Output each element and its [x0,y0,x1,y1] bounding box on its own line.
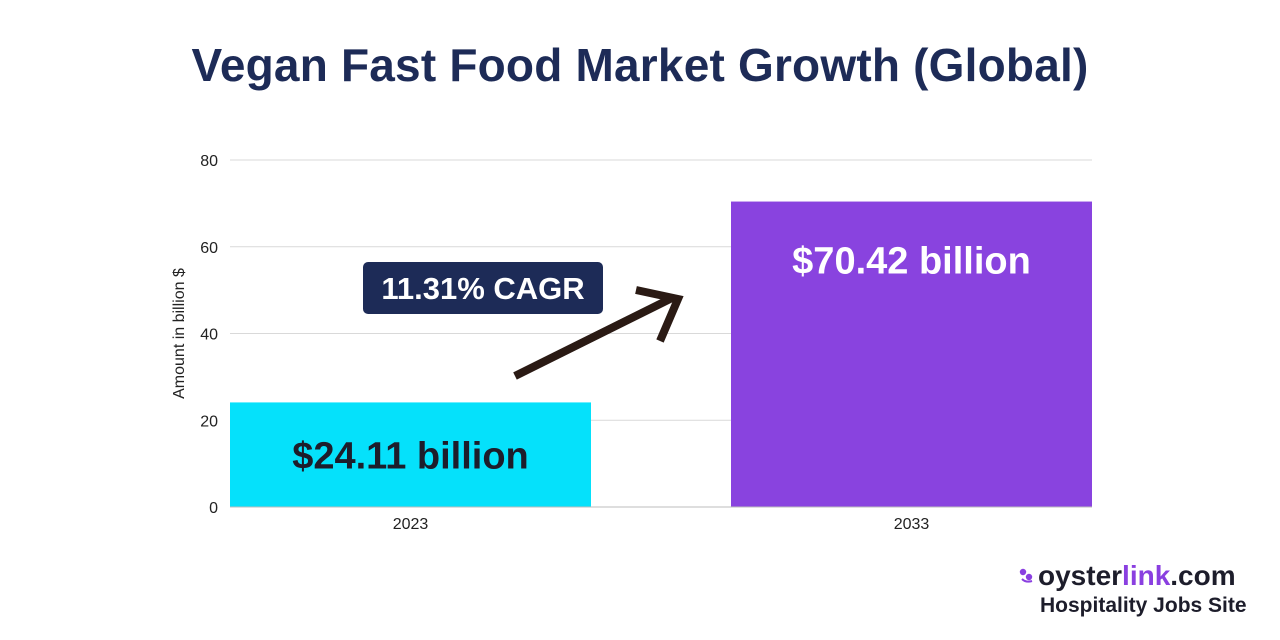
logo-tld: .com [1170,560,1236,591]
y-tick-label: 0 [209,500,218,517]
oysterlink-logo: oysterlink.com Hospitality Jobs Site [1018,560,1258,624]
chart-title: Vegan Fast Food Market Growth (Global) [191,39,1089,91]
logo-accent: link [1122,560,1171,591]
logo-word: oyster [1038,560,1123,591]
y-tick-label: 20 [200,413,218,430]
bar [230,402,591,507]
growth-arrow-icon [513,294,674,380]
bar [731,201,1092,507]
y-tick-label: 40 [200,327,218,344]
cagr-badge [363,262,603,314]
bar-data-label: $70.42 billion [792,241,1031,283]
x-tick-label: 2033 [894,516,930,533]
bar-data-label: $24.11 billion [292,436,529,478]
y-axis-label: Amount in billion $ [171,268,188,399]
arrow-head-icon [635,286,684,343]
y-tick-label: 80 [200,153,218,170]
logo-tagline: Hospitality Jobs Site [1040,594,1247,617]
cagr-label: 11.31% CAGR [381,271,584,306]
y-tick-label: 60 [200,240,218,257]
oyster-icon [1018,560,1036,583]
logo-wordmark: oysterlink.com [1018,560,1236,592]
x-tick-label: 2023 [393,516,429,533]
